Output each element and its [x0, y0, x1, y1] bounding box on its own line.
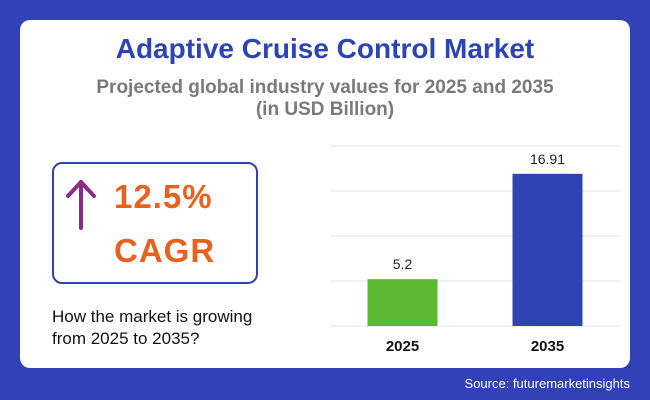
source-note: Source: futuremarketinsights — [464, 376, 630, 391]
cagr-value: 12.5% — [114, 178, 213, 215]
growth-question-line-2: from 2025 to 2035? — [52, 329, 200, 348]
data-label-2025: 5.2 — [393, 256, 413, 272]
data-label-2035: 16.91 — [530, 151, 565, 167]
bar-2025 — [367, 279, 438, 326]
cagr-box: 12.5% CAGR — [52, 162, 258, 284]
subtitle-line-1: Projected global industry values for 202… — [96, 77, 554, 98]
bar-2035 — [512, 173, 583, 326]
x-tick-label-2025: 2025 — [386, 338, 419, 355]
chart-subtitle: Projected global industry values for 202… — [20, 77, 630, 121]
bar-chart: 5.2 2025 16.91 2035 — [330, 145, 620, 355]
chart-title: Adaptive Cruise Control Market — [115, 33, 535, 64]
growth-question: How the market is growing from 2025 to 2… — [52, 306, 292, 350]
arrow-up-icon — [66, 180, 96, 230]
x-tick-label-2035: 2035 — [531, 338, 564, 355]
growth-question-line-1: How the market is growing — [52, 307, 253, 326]
chart-card: Adaptive Cruise Control Market Projected… — [20, 20, 630, 368]
subtitle-line-2: (in USD Billion) — [255, 99, 395, 120]
cagr-label: CAGR — [114, 232, 216, 269]
